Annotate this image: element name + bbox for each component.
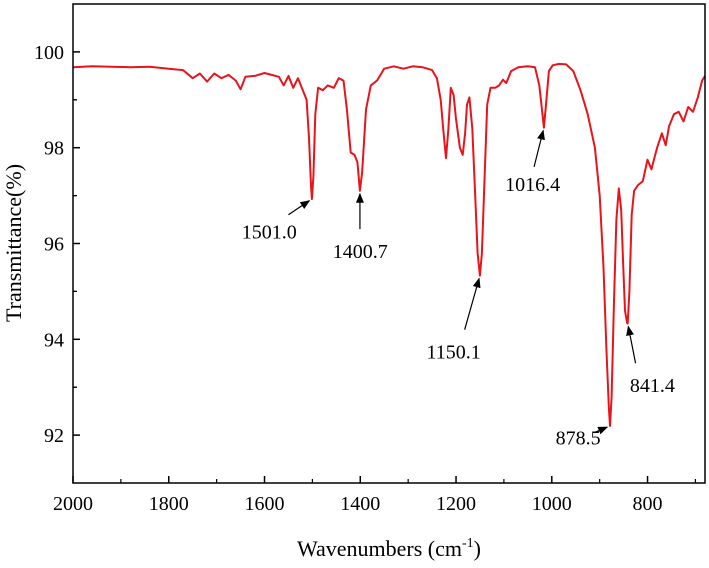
peak-annotations: 1501.0 1400.7 1150.1 1016.4 878.5 841.4	[242, 129, 675, 450]
peak-label: 841.4	[630, 375, 675, 397]
peak-arrow	[464, 277, 481, 330]
peak-arrow	[288, 200, 311, 216]
y-tick-label: 94	[44, 329, 64, 351]
spectrum-line	[72, 62, 706, 427]
x-axis-title-superscript: -1	[462, 536, 474, 551]
x-tick-label: 1800	[149, 493, 189, 515]
peak-label: 1400.7	[333, 241, 388, 263]
x-tick-label: 1600	[245, 493, 285, 515]
peak-arrow	[593, 426, 609, 435]
y-axis-title: Transmittance(%)	[1, 164, 26, 322]
x-tick-label: 800	[633, 493, 663, 515]
peak-arrow	[533, 129, 545, 168]
x-tick-label: 1000	[532, 493, 572, 515]
x-tick-label: 2000	[53, 493, 93, 515]
y-tick-label: 92	[44, 425, 64, 447]
y-tick-label: 98	[44, 138, 64, 160]
peak-label: 878.5	[556, 428, 601, 450]
y-tick-label: 96	[44, 234, 64, 256]
y-tick-label: 100	[34, 42, 64, 64]
peak-label: 1501.0	[242, 222, 297, 244]
x-axis: 2000 1800 1600 1400 1200 1000 800	[53, 476, 697, 515]
peak-label: 1016.4	[505, 174, 560, 196]
x-axis-title: Wavenumbers (cm-1)	[297, 536, 481, 561]
y-axis: 92 94 96 98 100	[34, 42, 80, 447]
peak-label: 1150.1	[427, 341, 481, 363]
peak-arrow	[626, 325, 637, 364]
x-tick-label: 1200	[436, 493, 476, 515]
x-axis-title-close: )	[474, 536, 481, 561]
x-axis-title-main: Wavenumbers (cm	[297, 536, 462, 561]
x-tick-label: 1400	[340, 493, 380, 515]
